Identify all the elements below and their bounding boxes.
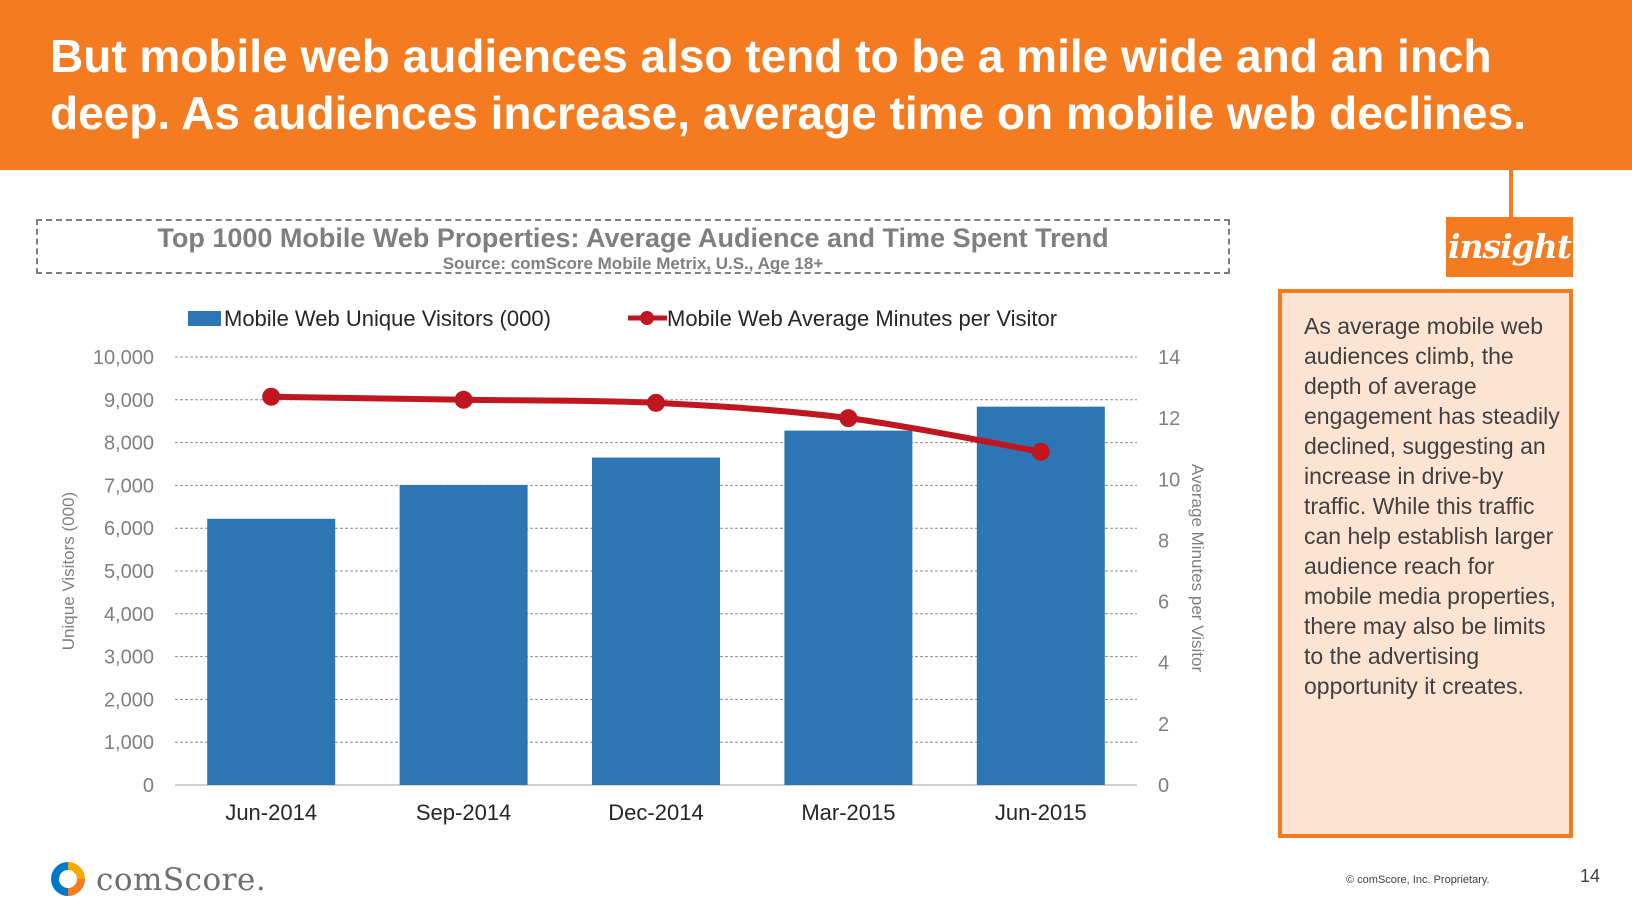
- chart-title: Top 1000 Mobile Web Properties: Average …: [157, 223, 1109, 253]
- insight-connector-line: [1509, 170, 1513, 218]
- page-number: 14: [1580, 866, 1601, 886]
- y-tick-label: 0: [143, 775, 154, 797]
- y-tick-label: 9,000: [104, 390, 154, 412]
- x-tick-label: Mar-2015: [801, 800, 895, 825]
- y-tick-label: 8,000: [104, 433, 154, 455]
- minutes-point-jun-2015: [1031, 442, 1050, 461]
- bar-mar-2015: [784, 430, 913, 785]
- bar-dec-2014: [592, 457, 720, 785]
- y-tick-label: 5,000: [104, 561, 154, 583]
- combo-chart: 0 1,000 2,000 3,000 4,000 5,000 6,000 7,000 8,00…: [59, 306, 1207, 825]
- y2-tick-label: 12: [1158, 408, 1180, 430]
- minutes-point-sep-2014: [454, 390, 473, 409]
- y2-tick-label: 0: [1158, 775, 1169, 797]
- y2-tick-label: 2: [1158, 714, 1169, 736]
- legend-label-visitors: Mobile Web Unique Visitors (000): [224, 306, 551, 331]
- y-tick-label: 3,000: [104, 647, 154, 669]
- y-tick-label: 1,000: [104, 732, 154, 754]
- y-tick-label: 10,000: [93, 347, 154, 369]
- y2-tick-label: 10: [1158, 469, 1180, 491]
- chart-subtitle: Source: comScore Mobile Metrix, U.S., Ag…: [442, 254, 824, 273]
- x-tick-label: Jun-2014: [225, 800, 317, 825]
- y-tick-label: 6,000: [104, 518, 154, 540]
- bar-jun-2015: [976, 406, 1105, 785]
- legend-label-minutes: Mobile Web Average Minutes per Visitor: [667, 306, 1057, 331]
- legend-marker-minutes: [640, 311, 654, 325]
- minutes-point-jun-2014: [262, 387, 281, 406]
- comscore-logo-text: comScore.: [96, 862, 267, 898]
- chart-title-box: Top 1000 Mobile Web Properties: Average …: [36, 219, 1230, 274]
- y2-tick-label: 14: [1158, 347, 1180, 369]
- x-tick-label: Dec-2014: [608, 800, 703, 825]
- x-tick-label: Jun-2015: [995, 800, 1087, 825]
- y-axis-title: Unique Visitors (000): [59, 492, 78, 650]
- y2-axis-title: Average Minutes per Visitor: [1188, 464, 1207, 673]
- y-tick-label: 2,000: [104, 689, 154, 711]
- bar-sep-2014: [399, 484, 528, 785]
- copyright: © comScore, Inc. Proprietary.: [1346, 874, 1490, 886]
- y-tick-label: 4,000: [104, 604, 154, 626]
- y2-tick-label: 4: [1158, 653, 1169, 675]
- slide-title: But mobile web audiences also tend to be…: [50, 30, 1526, 139]
- insight-text: As average mobile web audiences climb, t…: [1304, 313, 1560, 699]
- minutes-point-mar-2015: [839, 409, 858, 428]
- y2-tick-label: 8: [1158, 530, 1169, 552]
- x-tick-label: Sep-2014: [416, 800, 511, 825]
- y-tick-label: 7,000: [104, 475, 154, 497]
- minutes-point-dec-2014: [647, 393, 665, 412]
- bar-jun-2014: [207, 518, 336, 785]
- legend-swatch-visitors: [188, 311, 221, 326]
- header-banner: But mobile web audiences also tend to be…: [0, 0, 1632, 170]
- comscore-logo-icon: [51, 862, 85, 896]
- y2-tick-label: 6: [1158, 592, 1169, 614]
- insight-panel: As average mobile web audiences climb, t…: [1278, 289, 1573, 838]
- insight-badge: insight: [1446, 217, 1573, 277]
